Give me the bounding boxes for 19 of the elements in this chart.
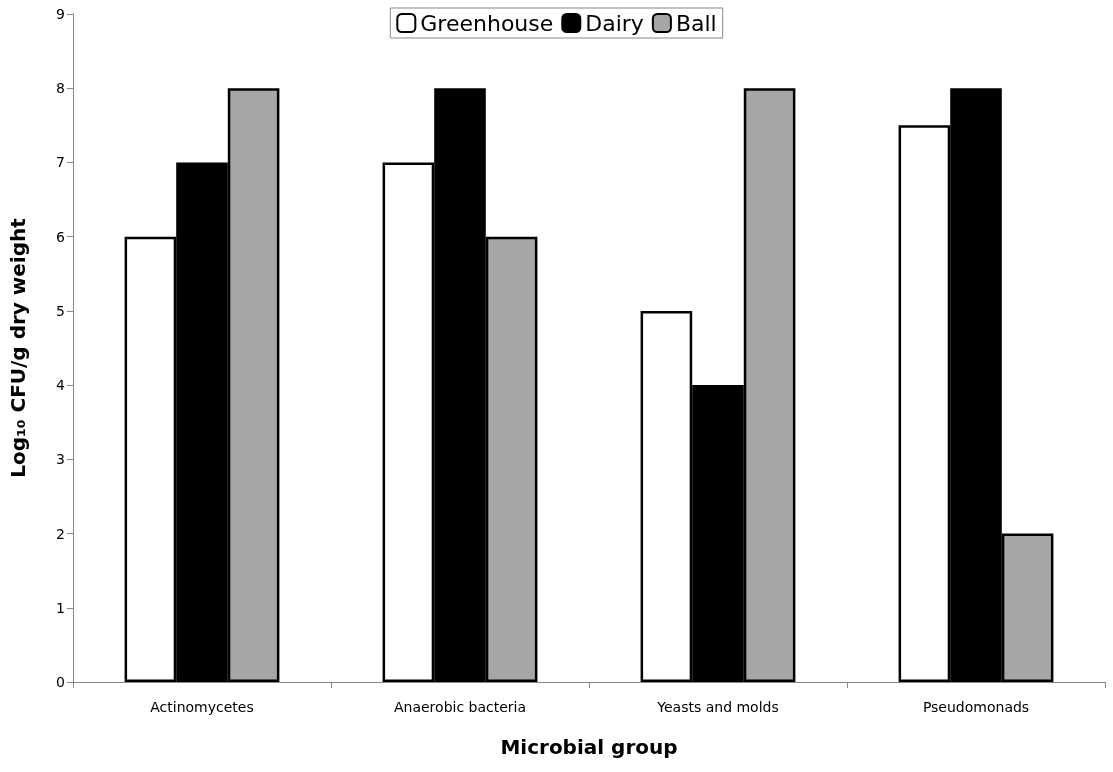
y-tick-label: 6 [56,228,66,245]
y-tick-label: 2 [56,525,65,542]
x-tick-label: Anaerobic bacteria [393,699,527,715]
y-tick-label: 7 [56,154,65,171]
x-tick-label: Yeasts and molds [656,699,779,715]
y-tick-label: 8 [56,80,65,97]
legend-label: Dairy [585,10,644,36]
y-tick-label: 5 [56,302,65,319]
y-tick-label: 9 [56,6,65,22]
y-tick-label: 3 [56,451,65,468]
y-tick-label: 4 [56,377,66,394]
x-tick-label: Pseudomonads [922,699,1030,715]
y-tick-label: 1 [56,599,65,616]
y-tick-label: 0 [56,674,65,690]
legend-label: Greenhouse [420,10,554,36]
legend-label: Ball [675,10,717,36]
x-axis-title: Microbial group [500,735,678,759]
x-tick-label: Actinomycetes [150,699,254,715]
y-axis-title: Log₁₀ CFU/g dry weight [6,217,30,478]
